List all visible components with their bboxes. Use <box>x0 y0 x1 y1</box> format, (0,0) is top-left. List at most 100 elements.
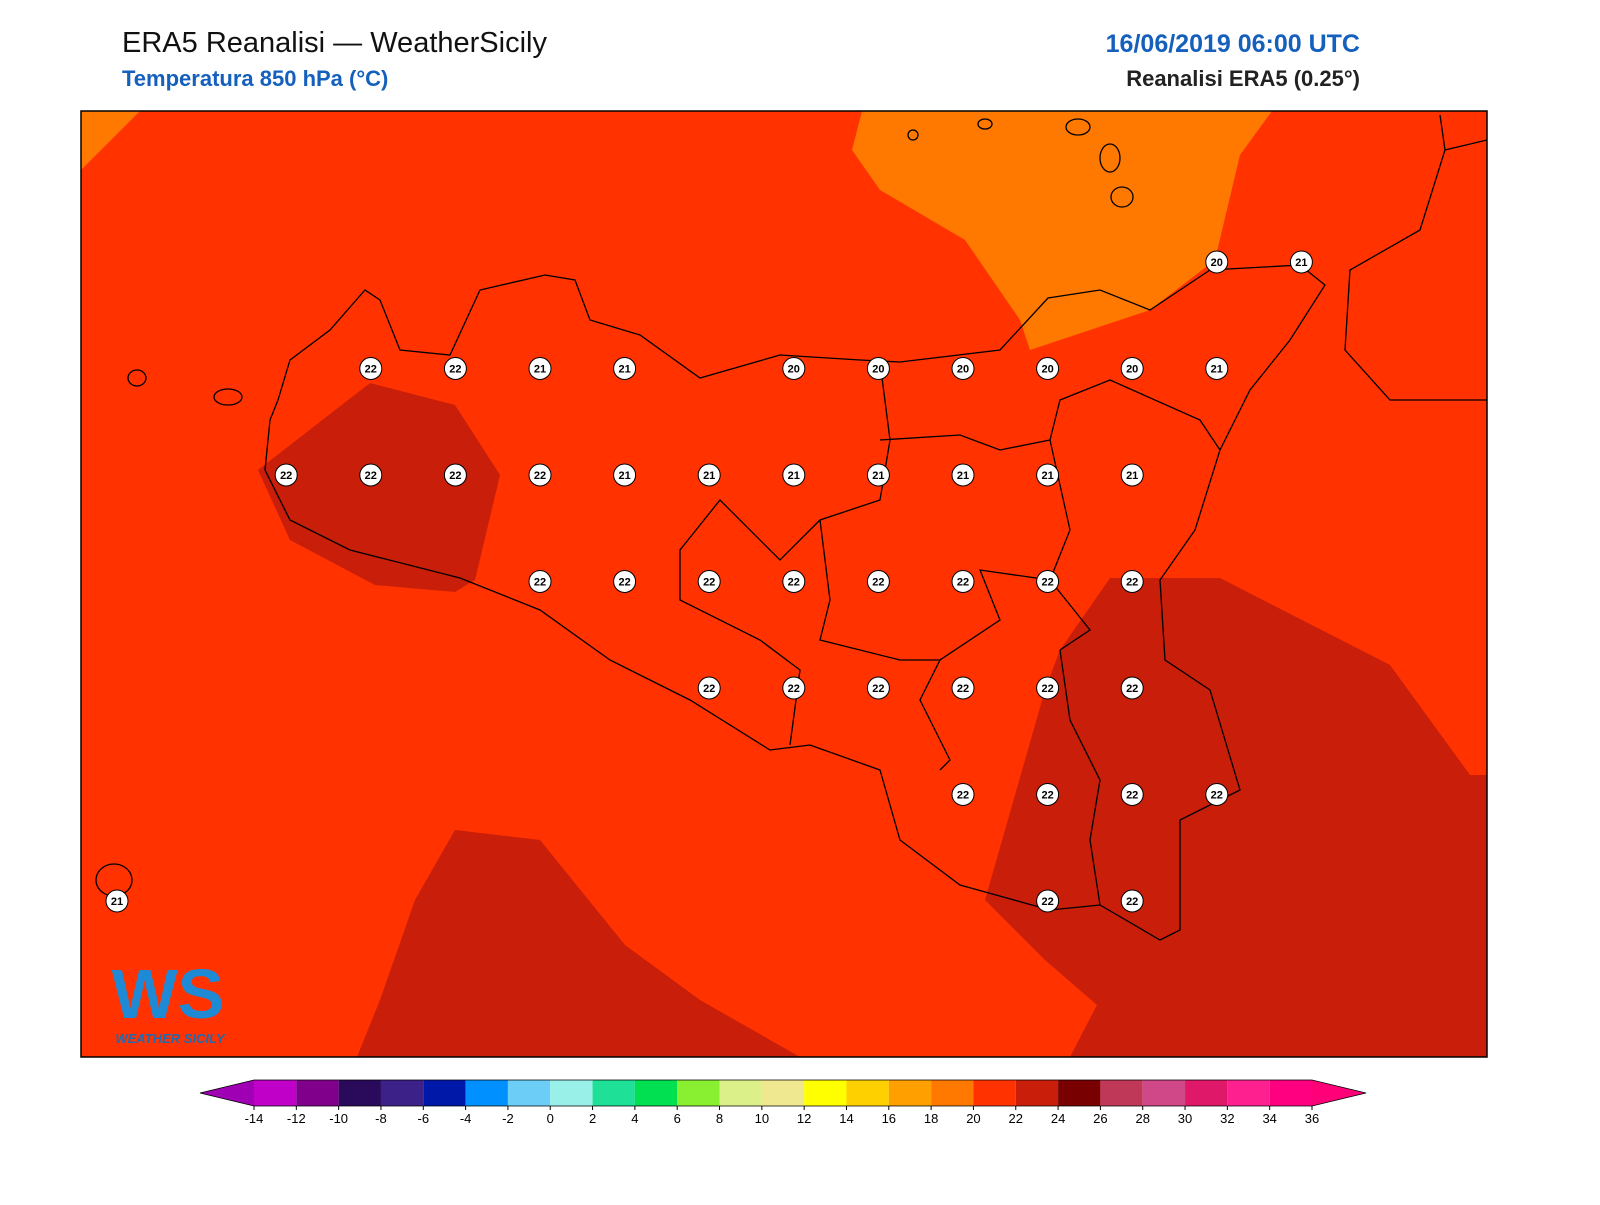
station-marker <box>1036 676 1060 700</box>
colorbar-bin <box>465 1080 508 1106</box>
station-value: 22 <box>1126 790 1138 802</box>
station-value: 22 <box>365 364 377 376</box>
field-18-20 <box>852 111 1272 350</box>
station-value: 21 <box>534 364 546 376</box>
datetime: 16/06/2019 06:00 UTC <box>1106 30 1360 58</box>
colorbar: -14 -12 -10 -8 -6 -4 -2 0 2 4 6 8 10 12 14 16 18 20 22 24 26… <box>199 1079 1367 1126</box>
station-value: 20 <box>872 364 884 376</box>
station-marker <box>1036 783 1060 806</box>
station-value: 21 <box>1211 364 1223 376</box>
station-marker <box>528 570 552 593</box>
station-value: 21 <box>618 470 630 482</box>
island <box>213 388 243 406</box>
station-value: 21 <box>111 896 123 908</box>
station-value: 22 <box>534 577 546 589</box>
station-value: 21 <box>703 470 715 482</box>
station-value: 22 <box>703 577 715 589</box>
colorbar-tick-label: 34 <box>1262 1111 1276 1126</box>
colorbar-tick-label: 18 <box>924 1111 938 1126</box>
station-value: 21 <box>1126 470 1138 482</box>
station-marker <box>782 570 806 593</box>
colorbar-tick-label: 32 <box>1220 1111 1234 1126</box>
colorbar-tick-label: 0 <box>547 1111 554 1126</box>
station-value: 22 <box>957 577 969 589</box>
station-value: 20 <box>957 364 969 376</box>
station-marker <box>105 889 129 913</box>
station-value: 22 <box>957 790 969 802</box>
station-value: 20 <box>1126 364 1138 376</box>
colorbar-bin <box>338 1080 381 1106</box>
colorbar-tick-label: 10 <box>755 1111 769 1126</box>
station-marker <box>1205 357 1229 380</box>
colorbar-tick-label: 22 <box>1009 1111 1023 1126</box>
station-value: 22 <box>872 683 884 695</box>
station-marker <box>1120 889 1144 913</box>
station-marker <box>1036 889 1060 913</box>
colorbar-tick-label: 2 <box>589 1111 596 1126</box>
colorbar-bin <box>888 1080 932 1106</box>
station-marker <box>866 570 890 593</box>
colorbar-tick-label: 26 <box>1093 1111 1107 1126</box>
station-value: 21 <box>618 364 630 376</box>
station-marker <box>1120 463 1144 487</box>
station-marker <box>951 570 975 593</box>
station-marker <box>1036 570 1060 593</box>
island <box>127 369 147 387</box>
station-marker <box>274 463 298 487</box>
colorbar-bin <box>973 1080 1016 1106</box>
station-marker <box>1205 250 1229 274</box>
station-labels: 20 21 22 22 21 21 20 20 20 20 20 21 22 22 22 22 21 21 21 21… <box>105 250 1313 913</box>
colorbar-tick-label: -14 <box>245 1111 264 1126</box>
field-18-20 <box>81 111 140 170</box>
colorbar-bin <box>761 1080 805 1106</box>
colorbar-bin <box>719 1080 762 1106</box>
station-marker <box>613 570 637 593</box>
subtitle: Temperatura 850 hPa (°C) <box>122 66 388 91</box>
station-marker <box>866 676 890 700</box>
island <box>977 118 993 130</box>
colorbar-under <box>200 1080 254 1106</box>
station-value: 22 <box>1041 683 1053 695</box>
colorbar-bin <box>254 1080 297 1106</box>
station-marker <box>697 570 721 593</box>
station-marker <box>1036 463 1060 487</box>
station-marker <box>613 463 637 487</box>
island <box>1099 143 1121 173</box>
station-marker <box>782 676 806 700</box>
colorbar-bin <box>1269 1080 1312 1106</box>
colorbar-tick-label: 6 <box>674 1111 681 1126</box>
station-value: 22 <box>618 577 630 589</box>
station-marker <box>1205 783 1229 806</box>
station-marker <box>866 463 890 487</box>
colorbar-bin <box>1142 1080 1186 1106</box>
station-value: 22 <box>1126 577 1138 589</box>
station-marker <box>613 357 637 380</box>
station-marker <box>951 783 975 806</box>
colorbar-tick-label: -2 <box>502 1111 514 1126</box>
colorbar-tick-label: -10 <box>329 1111 348 1126</box>
station-marker <box>1036 357 1060 380</box>
colorbar-bin <box>380 1080 424 1106</box>
station-value: 22 <box>365 470 377 482</box>
colorbar-bin <box>931 1080 974 1106</box>
station-value: 22 <box>788 683 800 695</box>
colorbar-tick-label: 20 <box>966 1111 980 1126</box>
colorbar-bin <box>592 1080 635 1106</box>
field-22-24 <box>357 830 800 1057</box>
colorbar-tick-label: 28 <box>1135 1111 1149 1126</box>
station-marker <box>1120 783 1144 806</box>
colorbar-bin <box>1058 1080 1101 1106</box>
station-value: 22 <box>1126 683 1138 695</box>
station-value: 21 <box>1295 257 1307 269</box>
colorbar-tick-label: 30 <box>1178 1111 1192 1126</box>
colorbar-over <box>1312 1080 1366 1106</box>
station-marker <box>782 463 806 487</box>
colorbar-bin <box>634 1080 678 1106</box>
field-22-24 <box>258 383 500 592</box>
station-marker <box>951 463 975 487</box>
colorbar-bin <box>1227 1080 1270 1106</box>
colorbar-bin <box>550 1080 593 1106</box>
island <box>1065 118 1091 136</box>
colorbar-tick-label: 4 <box>631 1111 638 1126</box>
station-value: 20 <box>788 364 800 376</box>
